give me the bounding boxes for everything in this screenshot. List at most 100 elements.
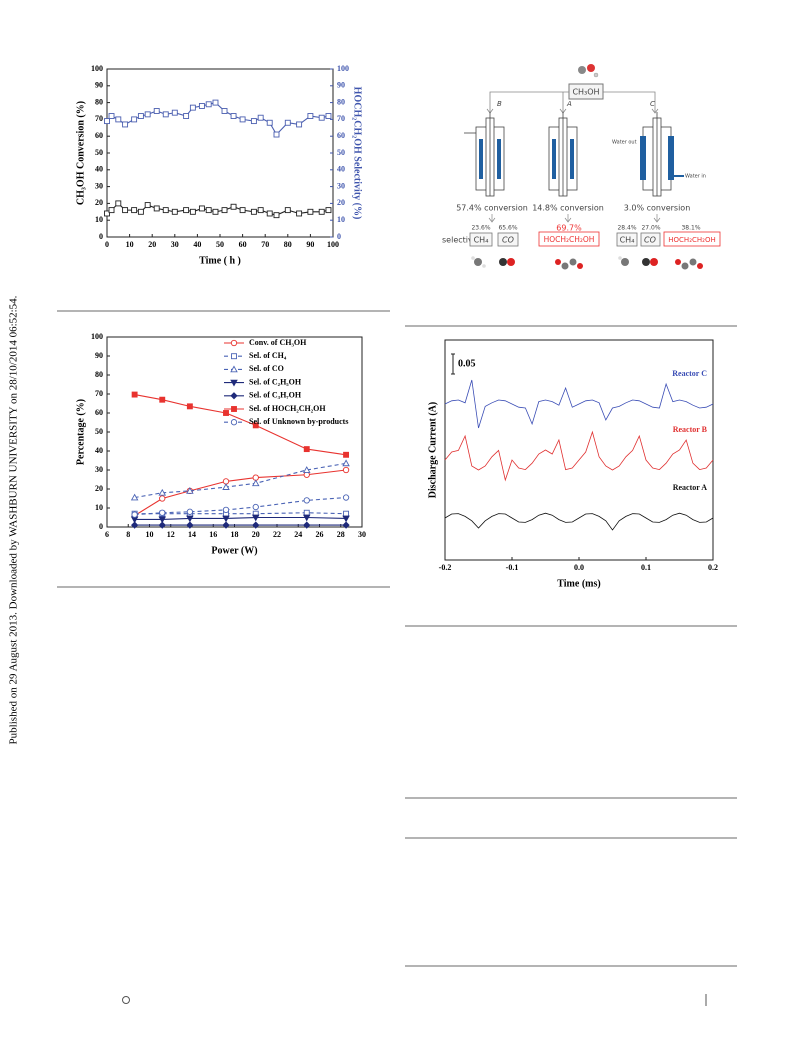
y-tick-label: 70: [95, 389, 103, 398]
series-label: Reactor B: [673, 425, 708, 434]
marker: [212, 208, 219, 215]
marker: [186, 515, 194, 523]
marker: [137, 113, 144, 119]
marker: [131, 116, 138, 123]
selectivity: 38.1%: [681, 225, 700, 232]
marker: [137, 208, 144, 215]
x-tick-label: 18: [231, 530, 239, 539]
marker: [302, 466, 311, 473]
marker: [130, 493, 139, 501]
x-tick-label: 60: [239, 240, 247, 249]
series-line: [134, 516, 347, 520]
legend-marker: [230, 365, 238, 373]
side-note: Published on 29 August 2013. Downloaded …: [8, 295, 20, 744]
y-tick-label: 30: [95, 181, 103, 190]
marker: [251, 514, 260, 522]
marker: [162, 111, 169, 118]
conversion: 14.8% conversion: [532, 204, 604, 213]
marker: [223, 410, 229, 416]
y-axis-label: Discharge Current (A): [427, 402, 438, 498]
marker: [239, 116, 246, 123]
x-tick-label: 6: [105, 530, 109, 539]
legend-marker: [230, 392, 238, 400]
x-tick-label: 24: [294, 530, 302, 539]
conversion: 3.0% conversion: [624, 204, 691, 213]
x-tick-label: 20: [252, 530, 260, 539]
marker: [273, 212, 280, 219]
marker: [343, 510, 350, 517]
marker: [296, 210, 303, 217]
marker: [183, 207, 190, 214]
reactor-label: C: [650, 100, 655, 108]
marker: [189, 208, 196, 215]
series-label: Reactor C: [672, 369, 707, 378]
marker: [221, 108, 228, 114]
legend-label: Sel. of Unknown by-products: [249, 417, 348, 426]
series-line: [444, 430, 714, 482]
y2-tick-label: 40: [337, 165, 345, 174]
marker: [158, 516, 167, 524]
x-tick-label: 90: [306, 240, 314, 249]
legend-label: Sel. of CH₄: [249, 351, 287, 360]
y-tick-label: 20: [95, 198, 103, 207]
marker: [104, 210, 110, 217]
x-tick-label: 10: [126, 240, 134, 249]
marker: [257, 207, 264, 214]
x-tick-label: 20: [148, 240, 156, 249]
marker: [342, 494, 350, 501]
marker: [222, 483, 230, 490]
y-tick-label: 10: [95, 503, 103, 512]
legend-marker: [230, 339, 238, 347]
y-tick-label: 80: [95, 97, 103, 106]
marker: [108, 207, 115, 214]
reactor: [464, 112, 684, 197]
marker: [153, 205, 160, 212]
marker: [307, 113, 314, 119]
marker: [318, 208, 325, 215]
marker: [144, 111, 151, 118]
y2-tick-label: 30: [337, 181, 345, 190]
y-tick-label: 60: [95, 131, 103, 140]
legend-label: Sel. of C₃H₇OH: [249, 391, 302, 400]
marker: [122, 121, 129, 128]
molecule: [578, 66, 586, 74]
marker: [325, 113, 332, 119]
feed: CH₃OH: [572, 88, 599, 97]
marker: [273, 131, 280, 138]
selectivity: 23.6%: [471, 225, 490, 232]
y2-tick-label: 0: [337, 232, 341, 241]
marker: [251, 479, 260, 487]
marker: [159, 509, 166, 516]
marker: [186, 521, 194, 529]
marker: [131, 207, 138, 214]
marker: [303, 471, 310, 478]
product: HOCH₂CH₂OH: [668, 236, 715, 244]
y2-tick-label: 100: [337, 64, 349, 73]
legend-marker: [230, 419, 238, 426]
marker: [183, 113, 190, 119]
plot-frame: [106, 336, 363, 528]
marker: [302, 514, 311, 522]
y2-tick-label: 80: [337, 97, 345, 106]
x-tick-label: 80: [284, 240, 292, 249]
marker: [266, 210, 273, 217]
marker: [342, 466, 350, 474]
y-axis-label: CH₃OH Conversion (%): [75, 101, 86, 205]
marker: [250, 118, 257, 125]
y-tick-label: 10: [95, 215, 103, 224]
feed-lines: [489, 91, 656, 112]
molecule: [587, 64, 595, 72]
marker: [222, 506, 230, 514]
selectivity: 28.4%: [617, 225, 636, 232]
marker: [222, 515, 230, 523]
marker: [257, 114, 264, 121]
marker: [205, 207, 212, 214]
legend-label: Sel. of C₂H₅OH: [249, 377, 302, 386]
x-tick-label: 40: [193, 240, 201, 249]
y2-tick-label: 10: [337, 215, 345, 224]
legend-marker: [231, 406, 237, 412]
x-tick-label: 30: [358, 530, 366, 539]
x-tick-label: 70: [261, 240, 269, 249]
x-tick-label: 22: [273, 530, 281, 539]
